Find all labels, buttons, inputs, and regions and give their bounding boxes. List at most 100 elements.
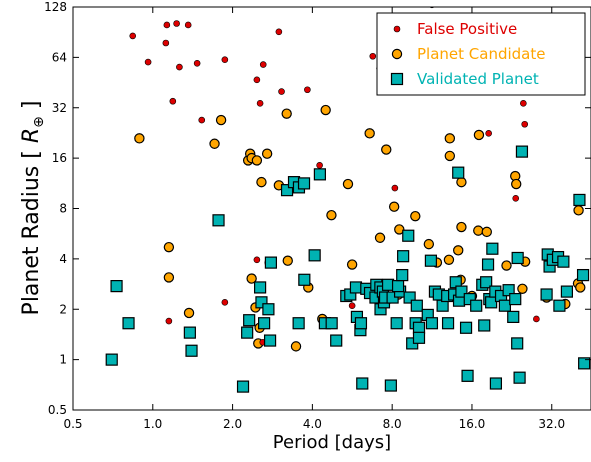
- legend: False Positive Planet Candidate Validated …: [376, 12, 586, 96]
- validated-planet-point: [263, 334, 277, 347]
- legend-marker: [390, 72, 404, 86]
- planet-candidate-point: [511, 178, 522, 190]
- x-tick-label: 0.5: [63, 417, 82, 431]
- planet-candidate-point: [163, 272, 175, 283]
- false-positive-point: [193, 59, 201, 67]
- validated-planet-point: [110, 280, 123, 293]
- planet-candidate-point: [215, 114, 227, 126]
- validated-planet-point: [511, 251, 524, 265]
- validated-planet-point: [308, 249, 321, 262]
- planet-candidate-point: [453, 245, 464, 256]
- validated-planet-point: [507, 310, 520, 324]
- planet-candidate-point: [575, 282, 586, 293]
- planet-candidate-point: [573, 205, 584, 216]
- planet-candidate-point: [256, 176, 267, 188]
- validated-planet-point: [481, 258, 495, 271]
- false-positive-point: [176, 63, 183, 71]
- validated-planet-point: [452, 166, 465, 179]
- validated-planet-point: [515, 145, 529, 158]
- validated-planet-point: [391, 280, 405, 293]
- validated-planet-point: [313, 168, 326, 181]
- planet-candidate-point: [473, 225, 484, 236]
- validated-planet-point: [513, 371, 526, 384]
- planet-candidate-point: [282, 255, 293, 266]
- x-tick-label: 8.0: [383, 417, 402, 431]
- validated-planet-point: [349, 281, 363, 294]
- validated-planet-point: [384, 379, 397, 392]
- false-positive-point: [316, 161, 323, 169]
- false-positive-point: [520, 100, 527, 107]
- false-positive-point: [512, 195, 520, 202]
- planet-candidate-point: [261, 148, 273, 159]
- validated-planet-point: [280, 184, 294, 197]
- planet-candidate-point: [443, 254, 455, 265]
- validated-planet-point: [502, 284, 515, 297]
- validated-planet-point: [354, 317, 368, 330]
- validated-planet-point: [470, 299, 483, 312]
- false-positive-point: [275, 28, 283, 36]
- validated-planet-point: [459, 321, 473, 334]
- validated-planet-point: [553, 299, 566, 312]
- validated-planet-point: [262, 303, 275, 316]
- y-axis-label: Planet Radius [ R⊕ ]: [19, 101, 47, 316]
- false-positive-point: [304, 86, 311, 94]
- validated-planet-point: [573, 193, 586, 207]
- validated-planet-point: [212, 214, 225, 227]
- validated-planet-point: [455, 285, 468, 298]
- x-tick-label: 16.0: [459, 417, 486, 431]
- y-tick-label: 16: [52, 151, 67, 165]
- legend-marker: [393, 25, 401, 33]
- false-positive-point: [369, 52, 377, 60]
- validated-planet-point: [255, 296, 268, 309]
- planet-candidate-point: [320, 104, 331, 116]
- validated-planet-point: [441, 317, 455, 330]
- planet-candidate-point: [251, 155, 263, 166]
- validated-planet-point: [258, 317, 271, 330]
- planet-candidate-point: [381, 144, 392, 155]
- false-positive-point: [198, 116, 206, 124]
- false-positive-point: [169, 97, 177, 105]
- validated-planet-point: [397, 250, 410, 263]
- validated-planet-point: [425, 317, 439, 330]
- false-positive-point: [163, 21, 171, 29]
- validated-planet-point: [486, 242, 499, 255]
- planet-candidate-point: [388, 201, 400, 212]
- false-positive-point: [348, 302, 356, 310]
- x-tick-labels: 0.5 1.0 2.0 4.0 8.0 16.0 32.0: [63, 417, 565, 431]
- validated-planet-point: [390, 317, 403, 330]
- legend-box: [376, 12, 586, 96]
- validated-planet-point: [253, 281, 267, 294]
- planet-candidate-point: [209, 138, 220, 149]
- planet-candidate-point: [456, 221, 467, 233]
- planet-candidate-point: [364, 128, 375, 139]
- validated-planet-point: [576, 268, 590, 282]
- false-positive-point: [253, 76, 261, 84]
- validated-planet-point: [236, 380, 250, 393]
- validated-planet-point: [412, 321, 426, 334]
- validated-planet-point: [243, 314, 256, 327]
- false-positive-point: [256, 100, 264, 107]
- planet-candidate-point: [134, 133, 145, 144]
- planet-candidate-point: [290, 341, 302, 352]
- x-tick-label: 4.0: [303, 417, 322, 431]
- validated-planet-point: [292, 317, 305, 330]
- legend-label: Planet Candidate: [417, 45, 545, 63]
- false-positive-point: [162, 39, 170, 47]
- false-positive-point: [144, 58, 152, 66]
- false-positive-point: [391, 184, 399, 192]
- legend-label: False Positive: [417, 20, 517, 38]
- x-tick-label: 2.0: [223, 417, 242, 431]
- planet-candidate-point: [246, 273, 257, 284]
- validated-planet-point: [540, 288, 553, 301]
- validated-planet-point: [183, 326, 196, 339]
- planet-candidate-point: [444, 133, 456, 144]
- legend-marker: [391, 48, 403, 60]
- false-positive-point: [221, 56, 229, 63]
- validated-planet-point: [478, 319, 491, 332]
- validated-planet-point: [298, 273, 311, 286]
- validated-planet-point: [122, 317, 135, 330]
- legend-label: Validated Planet: [417, 70, 539, 88]
- y-tick-label: 32: [52, 101, 67, 115]
- validated-planet-point: [381, 278, 395, 291]
- planet-candidate-point: [456, 176, 467, 188]
